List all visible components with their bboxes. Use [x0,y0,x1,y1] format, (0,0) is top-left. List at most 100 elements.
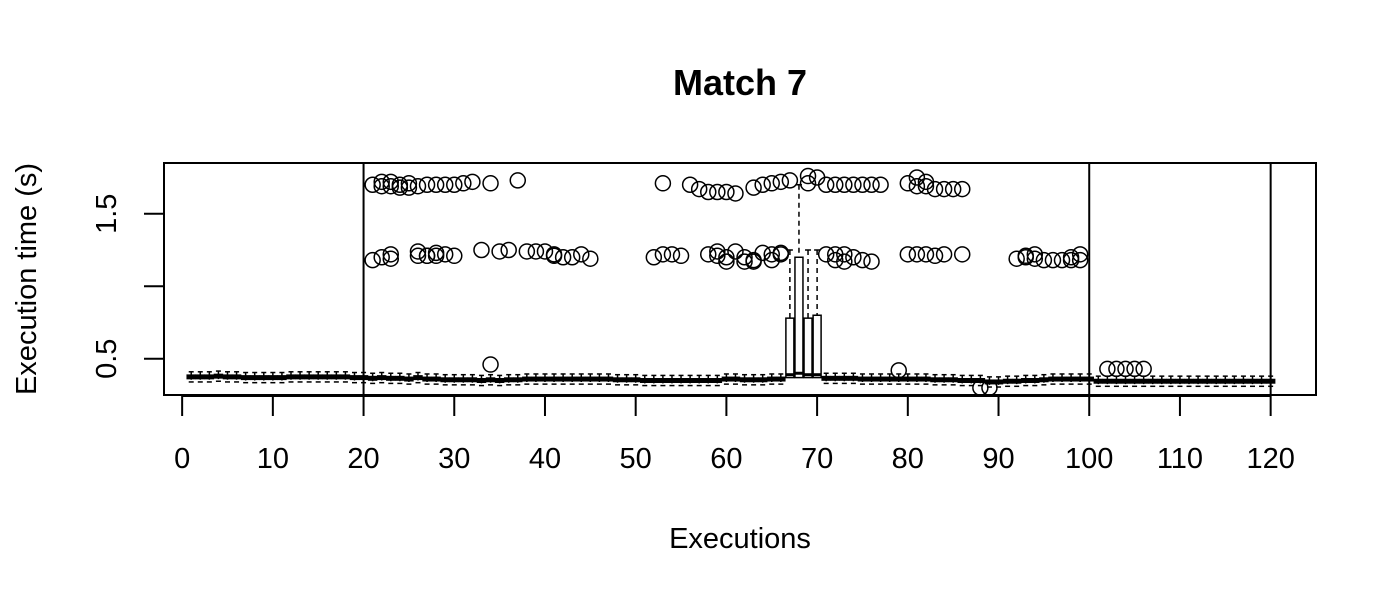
outlier-point [582,250,599,267]
outlier-point [763,246,780,263]
box [1247,375,1258,388]
outlier-point [836,246,853,263]
outlier-point [709,247,726,265]
chart-title: Match 7 [673,62,807,103]
box [612,373,623,386]
x-tick-label: 80 [892,443,924,475]
outlier-point [1053,251,1071,269]
outlier-point [1035,251,1053,269]
outlier-point [845,249,862,266]
outlier-point [563,249,581,266]
box [676,374,686,387]
outlier-point [781,172,799,189]
wide-box [785,249,795,379]
outlier-point [455,175,472,192]
outlier-point [845,176,862,193]
outlier-point [1126,360,1143,378]
box [313,371,323,383]
outlier-point [836,253,853,270]
outlier-point [382,173,400,191]
outlier-point [436,176,454,193]
outlier-point [817,176,835,193]
outlier-point [736,249,753,266]
outlier-point [826,251,844,269]
box [231,371,242,383]
box [821,372,831,385]
wide-box [812,249,822,379]
x-tick-label: 90 [982,443,1014,475]
outlier-point [745,179,762,196]
outlier-point [908,246,926,263]
x-tick-label: 60 [710,443,742,475]
box [1057,373,1067,385]
outlier-point [700,183,717,201]
box [594,373,605,385]
box [857,373,868,385]
box [766,373,777,385]
outlier-point [373,249,390,266]
outlier-point [890,362,907,379]
box [204,371,215,383]
box [349,371,360,384]
x-tick-label: 30 [438,443,470,475]
outlier-point [899,175,917,192]
box [930,373,940,386]
outlier-point [953,246,971,263]
box [667,374,677,387]
x-tick-label: 40 [529,443,561,475]
box [404,373,414,385]
outlier-point [872,176,889,193]
box [839,372,850,385]
box [485,373,496,386]
outlier-point [482,356,499,373]
box [213,370,224,382]
outlier-point [1135,360,1152,378]
outlier-point [545,247,563,265]
box [413,371,423,384]
box [1238,375,1249,388]
outlier-point [863,176,880,193]
outlier-point [663,246,681,263]
x-axis: 0 10 20 30 40 50 60 70 80 90 100 110 120 [174,395,1295,475]
outlier-point [709,183,726,201]
outlier-point [1008,250,1025,267]
box [776,373,786,385]
box [358,371,369,384]
box [957,374,967,387]
box [712,374,723,387]
outlier-point [727,243,744,260]
y-tick-label: 0.5 [91,339,123,379]
box [1229,375,1240,388]
plot-frame [163,162,1317,396]
box [440,373,450,386]
outlier-point [427,176,445,193]
box [703,374,714,387]
outlier-point [382,246,400,263]
box [1129,375,1140,388]
box [1011,375,1022,388]
wide-box-series [785,184,822,379]
box [1002,375,1013,388]
box [1193,375,1203,388]
box [1256,375,1267,388]
box [503,373,514,386]
box [1020,374,1031,387]
box [830,372,840,385]
outlier-point [863,253,880,270]
box [449,373,460,386]
outlier-point [1117,360,1134,378]
outlier-point [1071,246,1089,263]
box [1048,373,1058,385]
box [1066,373,1076,385]
box [558,373,568,385]
outlier-point [500,241,517,259]
box [549,373,559,385]
box [240,371,251,384]
box [295,371,305,383]
box [458,373,469,386]
box [340,371,351,383]
outlier-point [364,251,381,269]
outlier-point [418,247,436,265]
box [721,373,732,385]
box [757,373,768,386]
